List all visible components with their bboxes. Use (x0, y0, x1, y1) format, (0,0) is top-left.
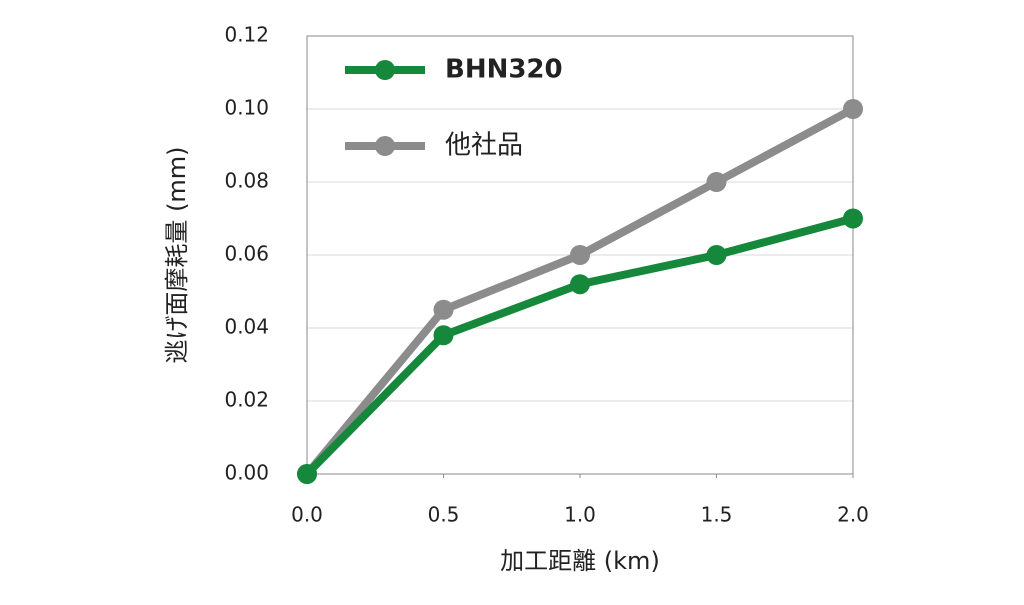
y-tick-label: 0.02 (224, 388, 269, 412)
x-tick-label: 1.5 (701, 503, 733, 527)
y-tick-label: 0.06 (224, 242, 269, 266)
data-point (433, 325, 454, 346)
y-tick-label: 0.08 (224, 169, 269, 193)
y-tick-label: 0.12 (224, 23, 269, 47)
x-tick-label: 0.5 (428, 503, 460, 527)
legend-marker (375, 60, 395, 80)
y-tick-label: 0.10 (224, 96, 269, 120)
data-point (297, 464, 317, 484)
legend-marker (375, 136, 395, 156)
data-point (706, 245, 727, 265)
y-tick-label: 0.00 (224, 461, 269, 485)
x-tick-label: 2.0 (837, 503, 869, 527)
x-tick-label: 0.0 (291, 503, 323, 527)
data-point (433, 299, 454, 320)
legend-label: 他社品 (445, 131, 523, 161)
plot-frame (306, 35, 854, 475)
data-point (570, 274, 590, 295)
data-point (706, 172, 727, 192)
data-point (843, 99, 863, 119)
data-point (570, 245, 590, 265)
y-tick-label: 0.04 (224, 315, 269, 339)
legend-label: BHN320 (445, 55, 563, 85)
x-tick-label: 1.0 (564, 503, 596, 527)
y-axis-label: 逃げ面摩耗量 (mm) (163, 146, 191, 363)
data-point (843, 208, 863, 229)
x-axis-label: 加工距離 (km) (500, 547, 660, 575)
